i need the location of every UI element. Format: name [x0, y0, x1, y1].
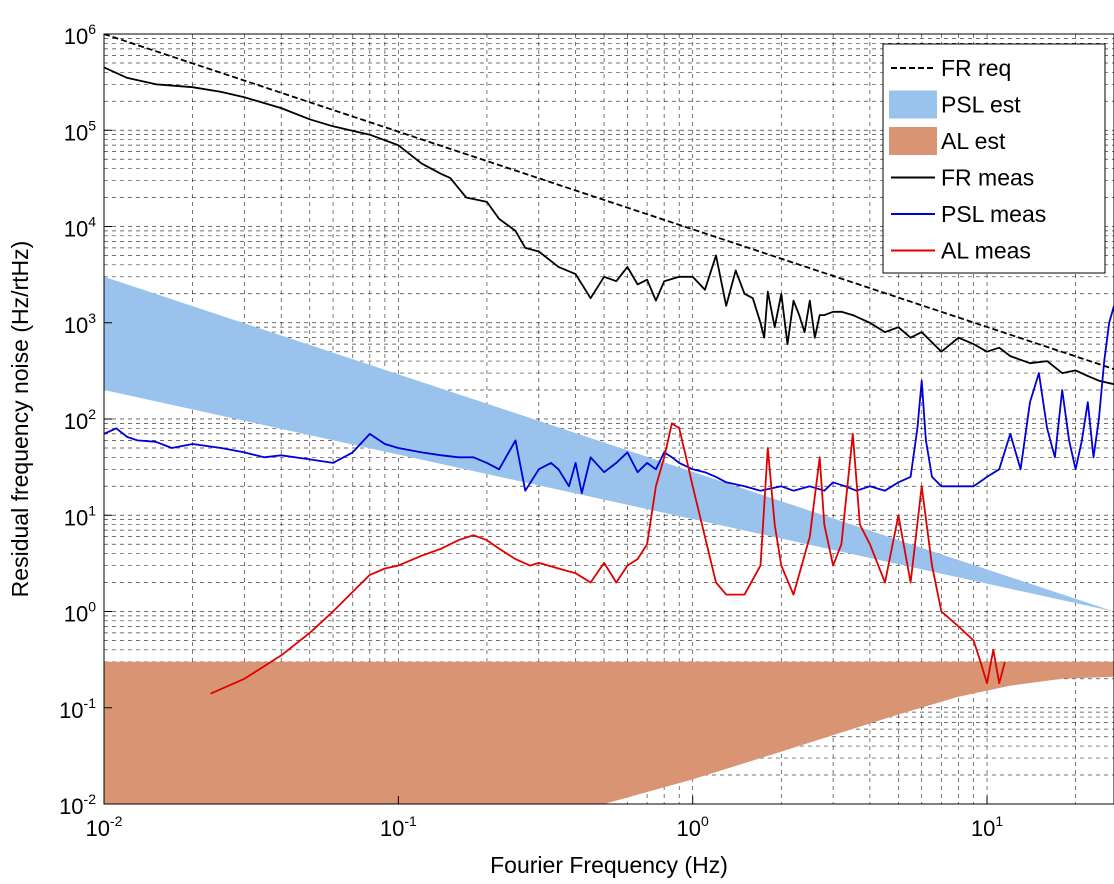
y-tick-label: 10-1	[59, 695, 96, 723]
series-al-meas	[210, 422, 1006, 695]
series-fr-req	[104, 34, 1114, 370]
x-tick-label: 100	[677, 813, 709, 841]
y-tick-label: 104	[64, 214, 96, 242]
y-tick-label: 100	[64, 599, 96, 627]
series-fr-meas	[104, 66, 1114, 386]
x-axis-label: Fourier Frequency (Hz)	[490, 852, 728, 878]
legend: FR req PSL est AL est FR meas PSL meas AL mea…	[882, 43, 1106, 274]
legend-label: PSL meas	[941, 201, 1046, 227]
x-tick-label: 10-2	[86, 813, 123, 841]
tick-layer: 10-2 10-1 100 101 10-2 10-1 100 101 102 103 104 105…	[59, 21, 1003, 841]
legend-label: PSL est	[941, 92, 1021, 118]
legend-label: AL meas	[941, 238, 1031, 264]
series-psl-meas	[104, 305, 1114, 495]
legend-swatch	[889, 127, 937, 155]
legend-box	[882, 43, 1106, 274]
x-tick-label: 10-1	[380, 813, 417, 841]
x-tick-label: 101	[971, 813, 1003, 841]
legend-label: FR meas	[941, 165, 1034, 191]
y-tick-label: 10-2	[59, 791, 96, 819]
y-tick-label: 106	[64, 21, 96, 49]
legend-swatch	[889, 90, 937, 119]
line-layer	[104, 34, 1114, 695]
y-tick-label: 102	[64, 406, 96, 434]
y-tick-label: 105	[64, 117, 96, 145]
legend-label: FR req	[941, 55, 1011, 81]
legend-label: AL est	[941, 128, 1006, 154]
y-tick-label: 101	[64, 502, 96, 530]
y-tick-label: 103	[64, 310, 96, 338]
band-al-est	[104, 661, 1114, 804]
y-axis-label: Residual frequency noise (Hz/rtHz)	[7, 241, 33, 598]
